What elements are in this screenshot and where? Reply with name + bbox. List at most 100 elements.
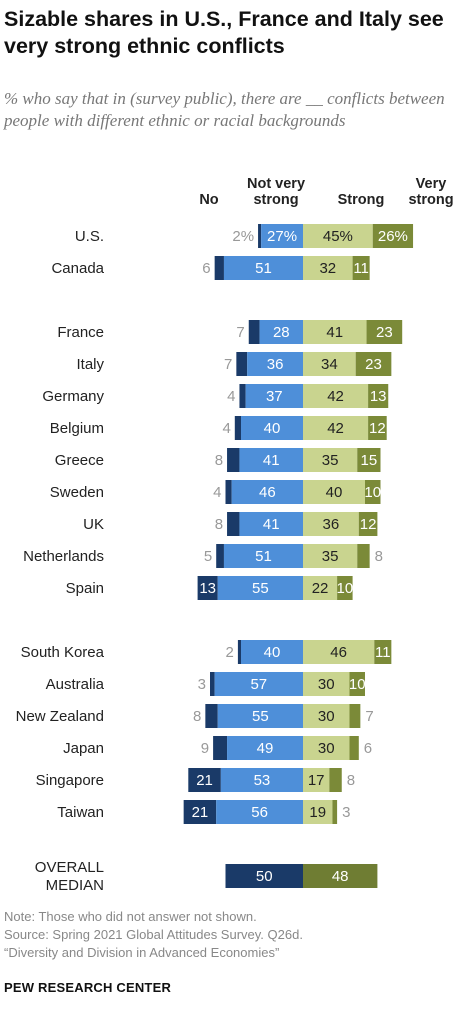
country-label: Italy (76, 356, 104, 373)
bar-strong (303, 512, 359, 536)
bar-very-strong (349, 672, 365, 696)
bar-not-very-strong (220, 768, 303, 792)
bar-very-strong (358, 512, 378, 536)
bar-strong (303, 416, 369, 440)
bar-no (210, 672, 215, 696)
value-label: 6 (202, 260, 210, 277)
value-label: 36 (323, 516, 340, 533)
bar-very-strong (329, 768, 342, 792)
bar-very-strong (365, 480, 381, 504)
bar-strong (303, 480, 365, 504)
value-label: 40 (326, 484, 343, 501)
value-label: 28 (273, 324, 290, 341)
value-label: 51 (255, 548, 272, 565)
bar-strong (303, 800, 333, 824)
country-label: South Korea (21, 644, 105, 661)
bar-no (258, 224, 262, 248)
country-label: U.S. (75, 228, 104, 245)
bar-no (236, 352, 248, 376)
median-bar-no (225, 864, 303, 888)
value-label: 5 (204, 548, 212, 565)
value-label: 12 (369, 420, 386, 437)
median-bar-strong (303, 864, 378, 888)
bar-no (188, 768, 221, 792)
value-label: 21 (192, 804, 209, 821)
value-label: 36 (267, 356, 284, 373)
value-label: 30 (318, 676, 335, 693)
value-label: 40 (264, 420, 281, 437)
bar-very-strong (372, 224, 414, 248)
value-label: 34 (321, 356, 338, 373)
value-label: 42 (327, 388, 344, 405)
bar-not-very-strong (217, 576, 303, 600)
value-label: 8 (215, 452, 223, 469)
bar-very-strong (355, 352, 392, 376)
bar-no (237, 640, 241, 664)
country-label: Australia (46, 676, 105, 693)
column-header: strong (253, 192, 298, 208)
value-label: 41 (263, 452, 280, 469)
chart-notes: Note: Those who did not answer not shown… (4, 908, 459, 962)
bar-not-very-strong (245, 384, 303, 408)
brand-label: PEW RESEARCH CENTER (4, 980, 172, 995)
value-label: 35 (322, 548, 339, 565)
country-label: Germany (42, 388, 104, 405)
median-label: OVERALL (35, 859, 104, 876)
value-label: 46 (259, 484, 276, 501)
value-label: 49 (257, 740, 274, 757)
bar-not-very-strong (247, 352, 303, 376)
bar-strong (303, 256, 353, 280)
bar-very-strong (357, 544, 370, 568)
bar-strong (303, 736, 350, 760)
bar-strong (303, 320, 367, 344)
bar-not-very-strong (217, 704, 303, 728)
median-value-label: 50 (256, 868, 273, 885)
value-label: 10 (349, 676, 366, 693)
value-label: 22 (312, 580, 329, 597)
bar-no (227, 512, 240, 536)
country-label: Japan (63, 740, 104, 757)
country-label: Greece (55, 452, 104, 469)
value-label: 15 (361, 452, 378, 469)
column-header: No (199, 192, 218, 208)
value-label: 13 (199, 580, 216, 597)
value-label: 41 (326, 324, 343, 341)
bar-no (216, 544, 224, 568)
value-label: 7 (365, 708, 373, 725)
country-label: Singapore (36, 772, 104, 789)
value-label: 10 (337, 580, 354, 597)
bar-not-very-strong (241, 640, 303, 664)
value-label: 53 (254, 772, 271, 789)
bar-no (197, 576, 218, 600)
column-header: Strong (338, 192, 385, 208)
value-label: 46 (330, 644, 347, 661)
country-label: Sweden (50, 484, 104, 501)
value-label: 21 (196, 772, 213, 789)
value-label: 55 (252, 708, 269, 725)
bar-not-very-strong (239, 512, 303, 536)
value-label: 8 (215, 516, 223, 533)
bar-no (225, 480, 232, 504)
country-label: UK (83, 516, 104, 533)
bar-not-very-strong (239, 448, 303, 472)
value-label: 2 (226, 644, 234, 661)
value-label: 30 (318, 708, 335, 725)
value-label: 7 (224, 356, 232, 373)
value-label: 40 (264, 644, 281, 661)
column-header: Very (416, 176, 447, 192)
bar-not-very-strong (261, 224, 303, 248)
value-label: 4 (227, 388, 235, 405)
column-header: strong (408, 192, 453, 208)
bar-very-strong (366, 320, 403, 344)
column-header: Not very (247, 176, 305, 192)
bar-no (248, 320, 260, 344)
value-label: 8 (193, 708, 201, 725)
source-line: Source: Spring 2021 Global Attitudes Sur… (4, 927, 303, 942)
value-label: 4 (213, 484, 221, 501)
value-label: 42 (327, 420, 344, 437)
bar-not-very-strong (223, 544, 303, 568)
value-label: 9 (201, 740, 209, 757)
country-label: Belgium (50, 420, 104, 437)
country-label: Canada (51, 260, 104, 277)
bar-strong (303, 640, 375, 664)
